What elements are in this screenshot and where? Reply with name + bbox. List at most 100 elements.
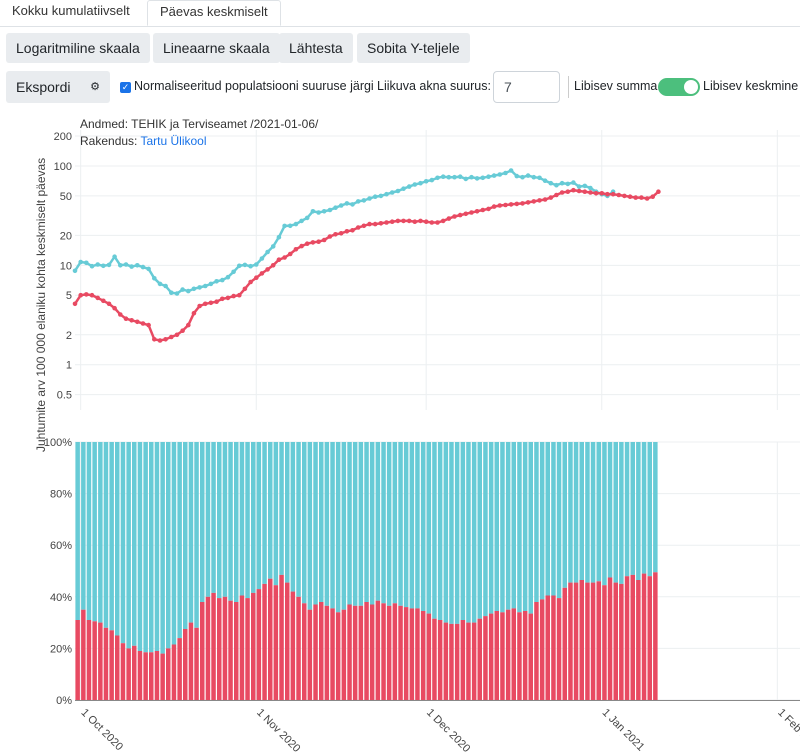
line-y-tick-label: 100: [54, 161, 72, 173]
bar-remainder: [647, 442, 652, 577]
bar-remainder: [500, 442, 505, 613]
bar-share: [545, 595, 550, 700]
bar-share: [409, 608, 415, 700]
x-tick-label: 1 Nov 2020: [254, 707, 302, 753]
bar-remainder: [522, 442, 528, 611]
line-point: [367, 196, 372, 201]
bar-y-tick-label: 80%: [50, 489, 72, 501]
export-label: Ekspordi: [16, 79, 71, 95]
line-point: [191, 310, 197, 316]
bar-remainder: [256, 442, 262, 590]
bar-share: [120, 643, 126, 700]
bar-share: [653, 572, 658, 700]
line-point: [440, 218, 446, 224]
bar-share: [415, 608, 420, 700]
line-point: [146, 322, 151, 328]
bar-remainder: [222, 442, 228, 597]
line-point: [299, 243, 304, 249]
bar-share: [335, 612, 341, 700]
bar-share: [160, 653, 165, 700]
line-point: [435, 175, 440, 181]
rolling-toggle[interactable]: [658, 78, 700, 96]
line-point: [242, 262, 248, 268]
line-point: [542, 197, 548, 202]
bar-share: [585, 582, 590, 700]
bar-remainder: [279, 442, 284, 575]
line-point: [169, 334, 174, 340]
line-point: [361, 223, 367, 229]
linear-scale-button[interactable]: Lineaarne skaala: [153, 33, 280, 63]
line-point: [537, 198, 542, 203]
bar-share: [302, 603, 307, 701]
line-point: [474, 176, 480, 181]
implementation-prefix: Rakendus:: [80, 134, 141, 148]
line-point: [537, 175, 542, 181]
line-y-tick-label: 50: [60, 191, 72, 203]
window-size-input[interactable]: 7: [493, 71, 560, 103]
bar-share: [369, 604, 375, 700]
tartu-ulikool-link[interactable]: Tartu Ülikool: [141, 134, 207, 148]
bar-share: [466, 622, 471, 700]
bar-remainder: [251, 442, 256, 593]
line-point: [89, 263, 95, 269]
bar-share: [579, 580, 584, 700]
line-point: [372, 194, 378, 199]
line-point: [270, 263, 276, 268]
line-point: [486, 174, 491, 179]
bar-share: [92, 621, 97, 700]
export-button[interactable]: Ekspordi ⚙: [6, 71, 110, 103]
line-point: [350, 228, 355, 233]
tab-cumulative[interactable]: Kokku kumulatiivselt: [12, 3, 130, 18]
line-point: [220, 277, 225, 283]
percent-bar-chart: [75, 442, 658, 701]
normalize-checkbox[interactable]: ✓: [120, 82, 131, 93]
fit-y-button[interactable]: Sobita Y-teljele: [357, 33, 470, 63]
bar-share: [307, 609, 313, 700]
bar-share: [534, 602, 539, 700]
bar-remainder: [573, 442, 579, 583]
line-point: [639, 195, 644, 200]
bar-remainder: [460, 442, 466, 620]
line-point: [248, 263, 253, 269]
bar-remainder: [585, 442, 590, 583]
toggle-knob: [684, 80, 698, 94]
bar-share: [528, 613, 533, 700]
bar-remainder: [171, 442, 177, 645]
bar-remainder: [454, 442, 460, 624]
log-scale-button[interactable]: Logaritmiline skaala: [6, 33, 150, 63]
bar-share: [86, 620, 92, 700]
bar-share: [228, 600, 233, 700]
line-point: [321, 209, 327, 214]
bar-remainder: [273, 442, 279, 586]
normalize-label: Normaliseeritud populatsiooni suuruse jä…: [134, 79, 374, 93]
line-point: [203, 301, 208, 307]
bar-share: [290, 591, 296, 700]
bar-share: [471, 622, 477, 700]
line-point: [355, 199, 361, 204]
source-text: Andmed: TEHIK ja Terviseamet /2021-01-06…: [80, 117, 319, 131]
bar-share: [386, 605, 392, 700]
line-point: [186, 288, 191, 294]
bar-share: [477, 618, 482, 700]
reset-button[interactable]: Lähtesta: [279, 33, 353, 63]
line-point: [401, 218, 406, 224]
bar-share: [211, 592, 216, 700]
tab-daily-average[interactable]: Päevas keskmiselt: [147, 0, 281, 26]
bar-share: [500, 612, 505, 700]
line-point: [191, 286, 197, 292]
bar-remainder: [539, 442, 545, 600]
line-point: [89, 292, 95, 298]
line-point: [463, 211, 469, 217]
bar-remainder: [200, 442, 205, 602]
bar-remainder: [653, 442, 658, 573]
line-point: [321, 237, 327, 243]
bar-share: [624, 576, 630, 700]
line-point: [333, 232, 338, 237]
line-point: [208, 281, 214, 287]
bar-remainder: [296, 442, 301, 597]
bar-share: [454, 623, 460, 700]
line-point: [310, 240, 316, 245]
bar-remainder: [386, 442, 392, 606]
bar-remainder: [562, 442, 567, 588]
line-point: [605, 191, 610, 197]
